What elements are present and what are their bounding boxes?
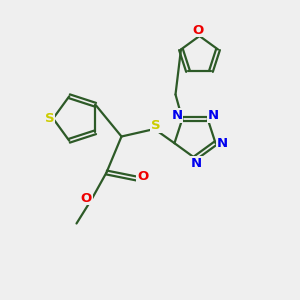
Text: O: O: [137, 170, 148, 184]
Text: O: O: [80, 191, 92, 205]
Text: N: N: [208, 109, 219, 122]
Text: S: S: [151, 119, 161, 132]
Text: N: N: [191, 157, 202, 170]
Text: S: S: [45, 112, 54, 125]
Text: O: O: [192, 23, 204, 37]
Text: N: N: [171, 109, 182, 122]
Text: N: N: [217, 137, 228, 150]
